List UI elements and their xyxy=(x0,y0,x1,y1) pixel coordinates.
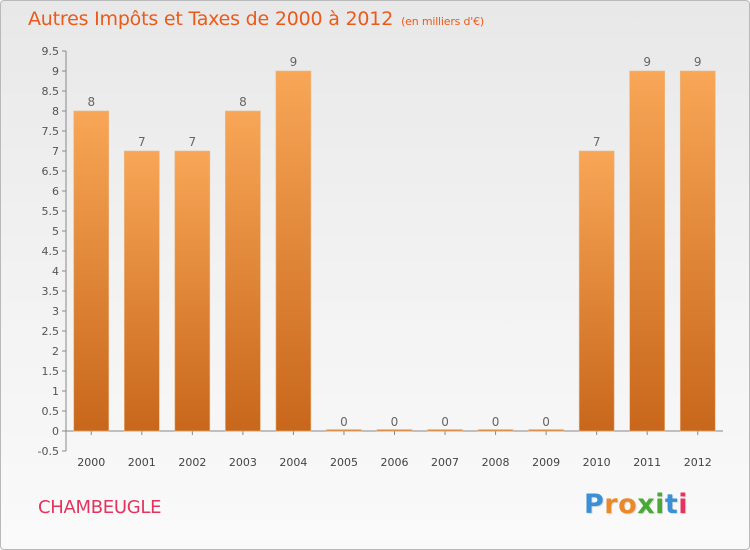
x-tick-label: 2001 xyxy=(128,456,156,469)
y-tick-label: 0 xyxy=(52,425,59,438)
bar-2012 xyxy=(679,70,716,432)
y-tick-label: 5 xyxy=(52,225,59,238)
x-tick-label: 2008 xyxy=(482,456,510,469)
bar-2008 xyxy=(477,429,514,432)
y-tick-label: 9.5 xyxy=(42,45,60,58)
logo-letter: r xyxy=(604,489,619,520)
bar-2003 xyxy=(225,110,261,432)
logo-letter: P xyxy=(584,489,605,520)
y-tick-label: 1.5 xyxy=(42,365,60,378)
data-label: 0 xyxy=(340,415,348,429)
x-tick-label: 2011 xyxy=(633,456,661,469)
bar-2004 xyxy=(275,70,312,432)
y-tick-label: 9 xyxy=(52,65,59,78)
y-tick-label: 2.5 xyxy=(42,325,60,338)
data-label: 8 xyxy=(239,95,247,109)
y-tick-label: 2 xyxy=(52,345,59,358)
logo-letter: t xyxy=(664,489,679,520)
logo-letter: i xyxy=(678,489,689,520)
x-tick-label: 2010 xyxy=(583,456,611,469)
y-tick-label: 7 xyxy=(52,145,59,158)
chart-title-text: Autres Impôts et Taxes de 2000 à 2012 xyxy=(28,8,394,30)
y-tick-label: -0.5 xyxy=(38,445,59,458)
y-tick-label: 0.5 xyxy=(42,405,60,418)
y-tick-label: 8 xyxy=(52,105,59,118)
bar-2007 xyxy=(427,429,463,432)
x-tick-label: 2007 xyxy=(431,456,459,469)
data-label: 7 xyxy=(138,135,146,149)
y-tick-label: 5.5 xyxy=(42,205,60,218)
bar-2000 xyxy=(73,110,110,432)
y-tick-label: 4.5 xyxy=(42,245,60,258)
y-tick-label: 4 xyxy=(52,265,59,278)
bar-2009 xyxy=(528,429,564,432)
x-tick-label: 2009 xyxy=(532,456,560,469)
chart-subtitle: (en milliers d'€) xyxy=(401,15,484,28)
commune-name: CHAMBEUGLE xyxy=(38,497,162,518)
y-tick-label: 6.5 xyxy=(42,165,60,178)
data-label: 8 xyxy=(87,95,95,109)
data-label: 9 xyxy=(290,55,298,69)
y-tick-label: 7.5 xyxy=(42,125,60,138)
y-tick-label: 1 xyxy=(52,385,59,398)
y-tick-label: 6 xyxy=(52,185,59,198)
data-label: 9 xyxy=(643,55,651,69)
x-tick-label: 2003 xyxy=(229,456,257,469)
bar-2011 xyxy=(629,70,665,432)
data-label: 7 xyxy=(189,135,197,149)
bar-2002 xyxy=(174,150,211,432)
proxiti-logo[interactable]: Proxiti xyxy=(584,489,688,520)
logo-letter: x xyxy=(637,489,656,520)
chart-title: Autres Impôts et Taxes de 2000 à 2012 (en… xyxy=(28,8,484,30)
logo-letter: i xyxy=(655,489,665,520)
bar-2010 xyxy=(578,150,615,432)
data-label: 0 xyxy=(391,415,399,429)
data-label: 9 xyxy=(694,55,702,69)
data-label: 0 xyxy=(492,415,500,429)
x-tick-label: 2006 xyxy=(381,456,409,469)
bar-2005 xyxy=(326,429,362,432)
data-label: 0 xyxy=(542,415,550,429)
y-tick-label: 8.5 xyxy=(42,85,60,98)
bar-2006 xyxy=(376,429,413,432)
x-tick-label: 2002 xyxy=(178,456,206,469)
x-tick-label: 2000 xyxy=(77,456,105,469)
data-label: 7 xyxy=(593,135,601,149)
bars xyxy=(73,70,716,432)
logo-letter: o xyxy=(618,489,638,520)
data-label: 0 xyxy=(441,415,449,429)
x-tick-label: 2004 xyxy=(279,456,307,469)
y-tick-label: 3 xyxy=(52,305,59,318)
x-tick-label: 2005 xyxy=(330,456,358,469)
bar-2001 xyxy=(124,150,160,432)
x-tick-label: 2012 xyxy=(684,456,712,469)
y-tick-label: 3.5 xyxy=(42,285,60,298)
data-labels: 8 7 7 8 9 0 0 0 0 0 7 9 9 xyxy=(87,55,701,429)
